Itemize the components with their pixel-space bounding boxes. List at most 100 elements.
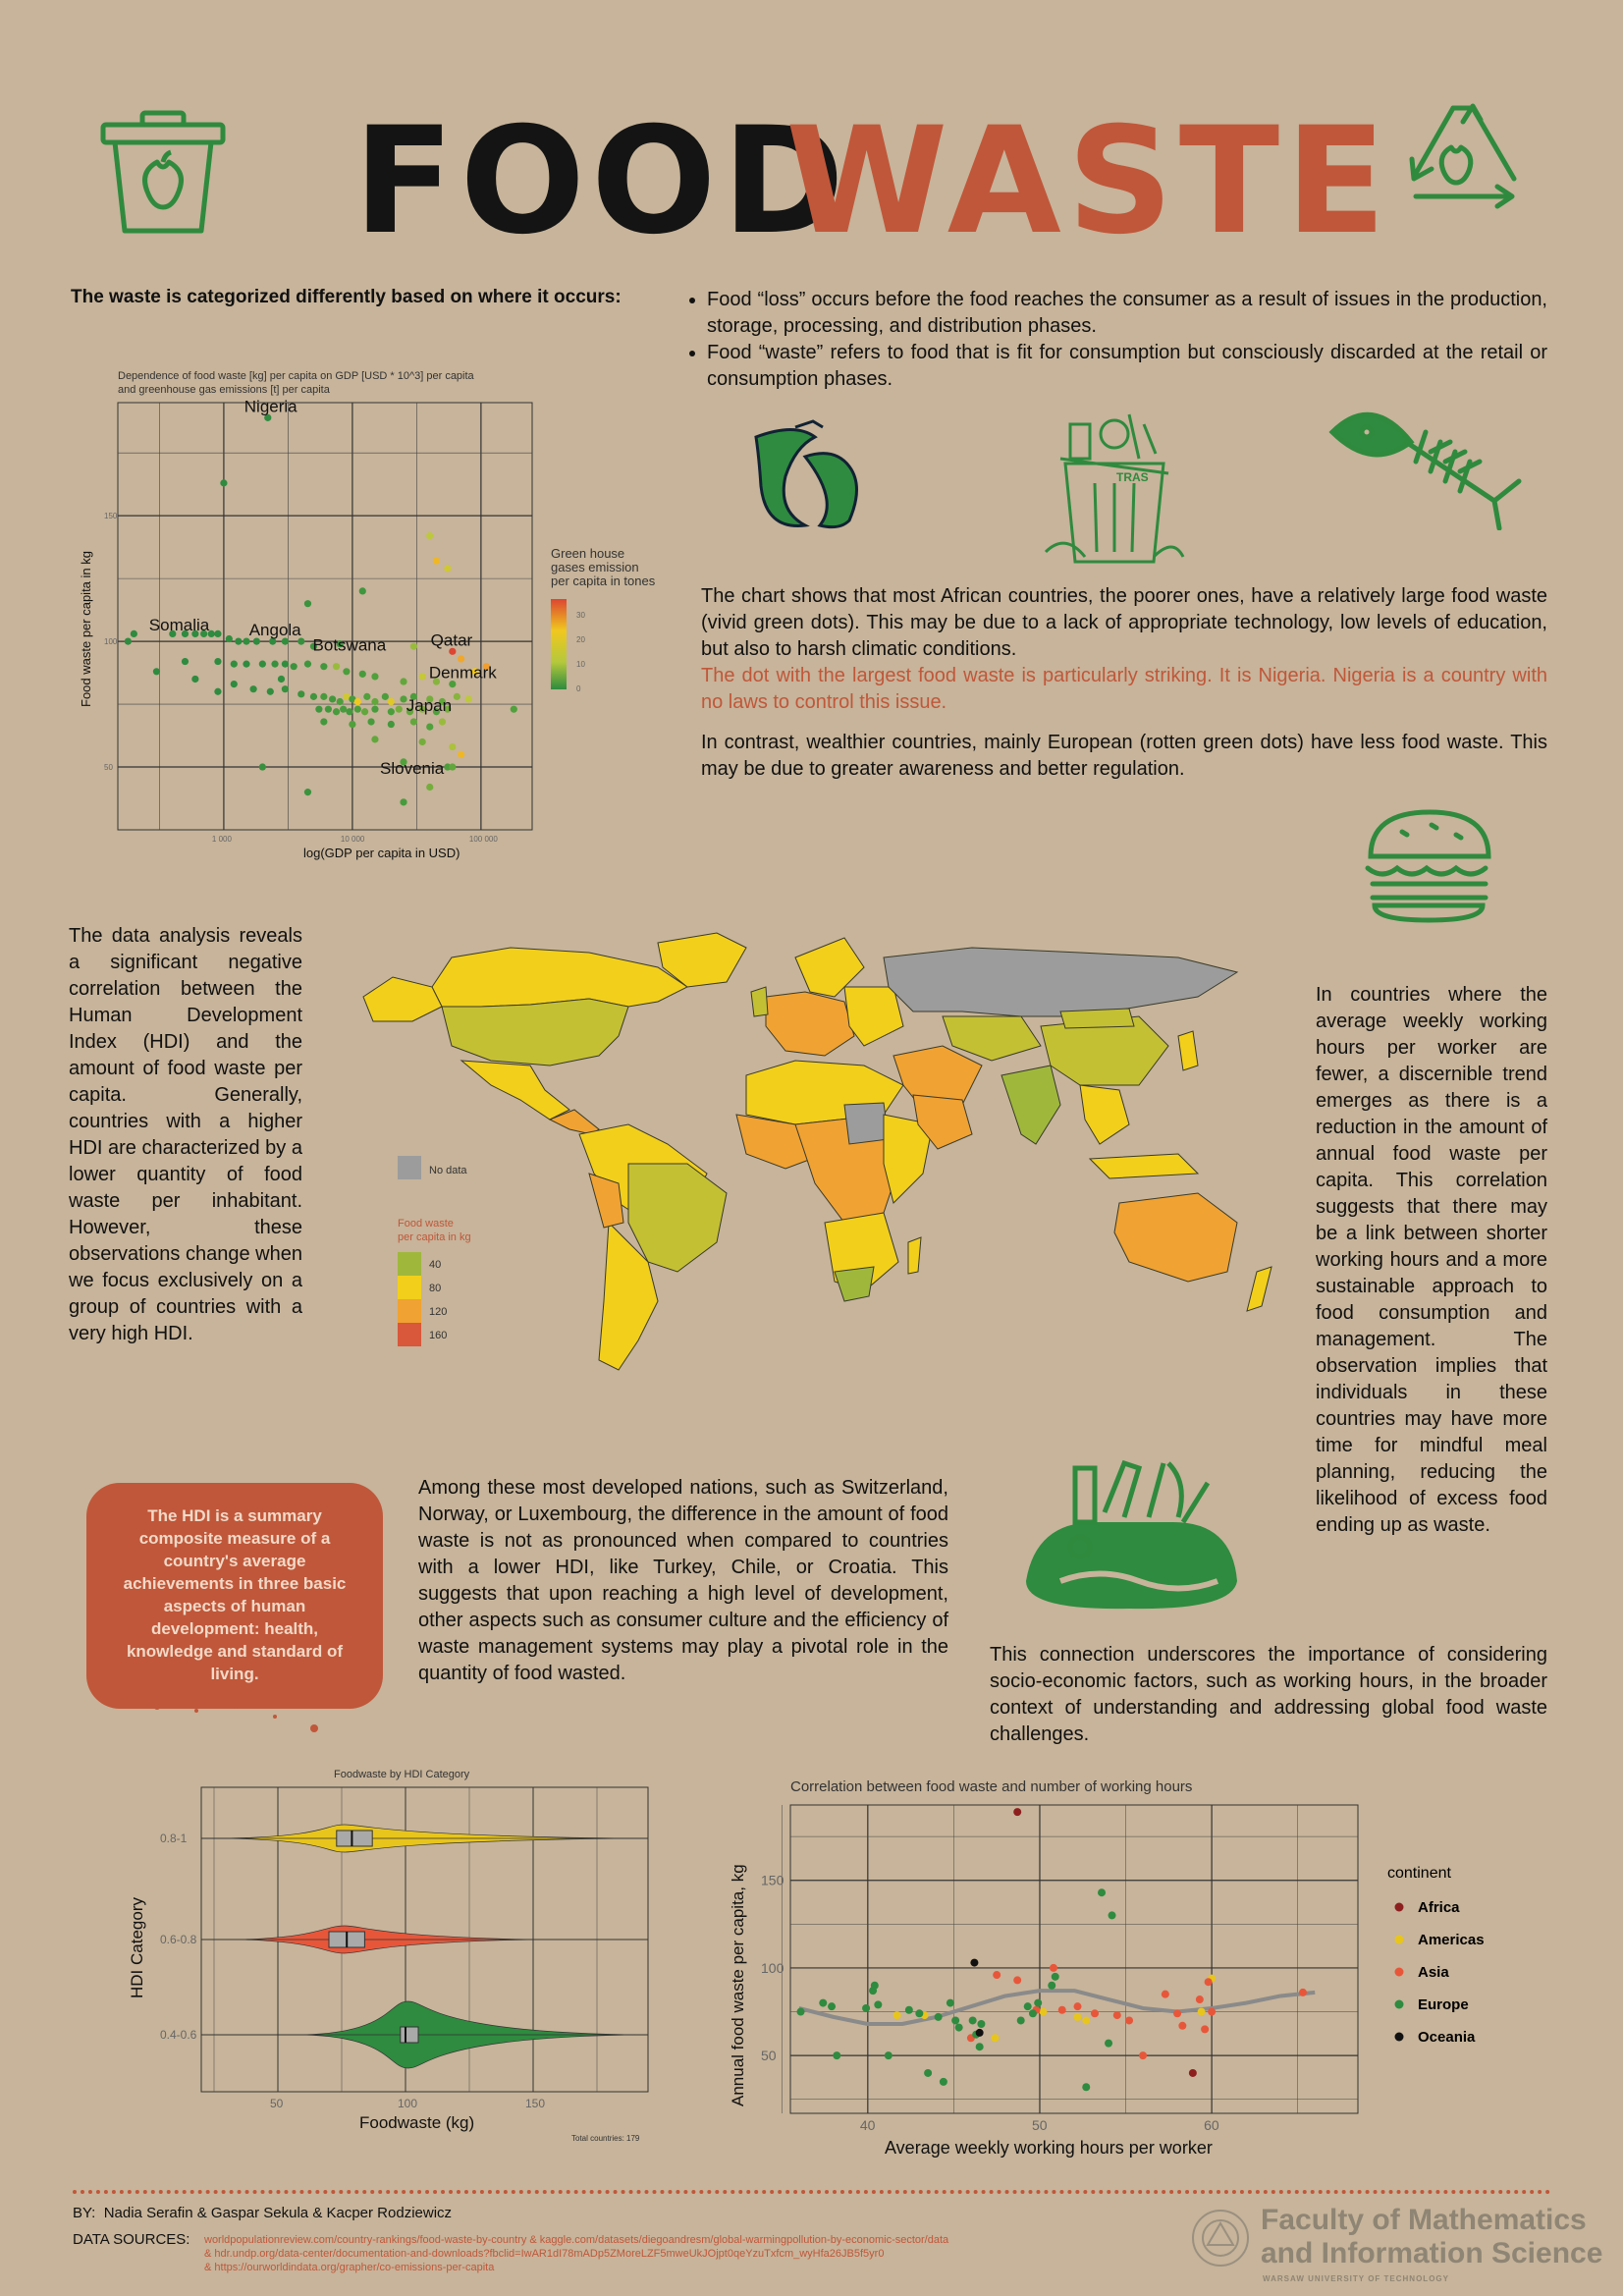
gdp-point bbox=[200, 629, 208, 638]
gdp-point bbox=[406, 708, 414, 716]
gdp-country-label: Denmark bbox=[429, 664, 497, 683]
nigeria-highlight: The dot with the largest food waste is p… bbox=[701, 665, 1547, 713]
source-link-2[interactable]: & hdr.undp.org/data-center/documentation… bbox=[204, 2248, 885, 2260]
burger-icon bbox=[1363, 807, 1495, 925]
gdp-point bbox=[309, 642, 318, 650]
gdp-point bbox=[510, 705, 517, 713]
gdp-point bbox=[315, 705, 323, 713]
gdp-chart-xlabel: log(GDP per capita in USD) bbox=[303, 846, 460, 860]
gdp-point bbox=[444, 565, 452, 573]
gdp-point bbox=[363, 692, 371, 700]
working-hours-text: In countries where the average weekly wo… bbox=[1316, 984, 1547, 1536]
hours-point-europe bbox=[1028, 2009, 1037, 2018]
source-link-1[interactable]: worldpopulationreview.com/country-rankin… bbox=[204, 2234, 949, 2246]
gdp-y-tick: 150 bbox=[104, 512, 118, 520]
gdp-point bbox=[432, 678, 441, 685]
map-legend-label: 160 bbox=[429, 1330, 447, 1341]
gdp-legend-tick: 30 bbox=[576, 611, 585, 620]
gdp-point bbox=[320, 692, 328, 700]
map-madagascar bbox=[907, 1236, 922, 1275]
gdp-point bbox=[395, 705, 403, 713]
hours-point-asia bbox=[1201, 2025, 1210, 2034]
map-mongolia bbox=[1059, 1008, 1135, 1029]
gdp-point bbox=[181, 657, 189, 666]
violin-y-tick: 0.4-0.6 bbox=[160, 2028, 197, 2042]
violin-x-tick: 150 bbox=[525, 2097, 545, 2110]
hours-point-europe bbox=[862, 2003, 871, 2012]
map-western-europe bbox=[765, 991, 855, 1057]
hours-x-tick: 40 bbox=[860, 2117, 876, 2133]
map-south-africa bbox=[834, 1266, 875, 1302]
gdp-point bbox=[400, 678, 407, 685]
gdp-point bbox=[266, 687, 274, 695]
gdp-country-label: Nigeria bbox=[244, 397, 298, 415]
hours-legend-dot bbox=[1394, 2032, 1404, 2042]
hours-point-europe bbox=[1105, 2039, 1113, 2048]
fish-skeleton-icon bbox=[1327, 403, 1524, 531]
hours-point-oceania bbox=[970, 1958, 979, 1967]
gdp-point bbox=[336, 697, 344, 706]
gdp-point bbox=[449, 742, 457, 751]
gdp-point bbox=[281, 685, 290, 693]
gdp-point bbox=[409, 642, 417, 650]
hours-point-europe bbox=[874, 2000, 883, 2009]
gdp-point bbox=[235, 637, 243, 645]
map-greenland bbox=[657, 932, 747, 988]
gdp-point bbox=[207, 629, 215, 638]
hours-y-tick: 150 bbox=[761, 1873, 784, 1888]
map-southeast-asia bbox=[1079, 1084, 1130, 1145]
gdp-point bbox=[152, 668, 161, 676]
hours-legend-title: continent bbox=[1387, 1865, 1451, 1882]
gdp-point bbox=[449, 680, 457, 688]
hours-x-tick: 60 bbox=[1204, 2117, 1219, 2133]
no-data-label: No data bbox=[429, 1165, 467, 1176]
gdp-commentary-p1: The chart shows that most African countr… bbox=[701, 585, 1547, 660]
gdp-point bbox=[332, 708, 341, 716]
gdp-point bbox=[214, 629, 222, 638]
by-label: BY: bbox=[73, 2205, 96, 2221]
hours-point-americas bbox=[1073, 2012, 1082, 2021]
gdp-y-tick: 100 bbox=[104, 637, 118, 646]
gdp-point bbox=[426, 723, 434, 731]
map-china bbox=[1040, 1015, 1169, 1086]
gdp-point bbox=[336, 640, 344, 648]
gdp-x-tick: 100 000 bbox=[469, 835, 498, 844]
hours-point-africa bbox=[1188, 2068, 1197, 2077]
hours-legend-label: Europe bbox=[1418, 1996, 1469, 2013]
source-link-3[interactable]: & https://ourworldindata.org/grapher/co-… bbox=[204, 2262, 495, 2273]
gdp-commentary-p2: In contrast, wealthier countries, mainly… bbox=[701, 732, 1547, 780]
gdp-point bbox=[130, 629, 137, 638]
gdp-legend-tick: 20 bbox=[576, 635, 585, 644]
map-sudan-nodata bbox=[843, 1102, 890, 1145]
gdp-point bbox=[438, 697, 447, 706]
hours-point-europe bbox=[833, 2051, 841, 2060]
hours-x-tick: 50 bbox=[1032, 2117, 1048, 2133]
gdp-point bbox=[457, 655, 465, 663]
map-west-africa bbox=[735, 1114, 826, 1170]
violin-chart-xlabel: Foodwaste (kg) bbox=[359, 2113, 474, 2132]
gdp-point bbox=[418, 738, 426, 746]
hours-point-asia bbox=[1125, 2016, 1134, 2025]
hours-legend-dot bbox=[1394, 1935, 1404, 1944]
hours-point-americas bbox=[1082, 2016, 1091, 2025]
gdp-point bbox=[191, 675, 199, 683]
hours-point-asia bbox=[1091, 2009, 1100, 2018]
map-australia bbox=[1113, 1192, 1238, 1283]
gdp-point bbox=[387, 708, 395, 716]
hours-point-europe bbox=[954, 2023, 963, 2032]
hours-point-americas bbox=[1039, 2007, 1048, 2016]
intro-heading: The waste is categorized differently bas… bbox=[71, 287, 622, 307]
gdp-point bbox=[349, 695, 356, 703]
hours-point-europe bbox=[796, 2007, 805, 2016]
hours-point-asia bbox=[1161, 1990, 1169, 1998]
hours-point-asia bbox=[1139, 2051, 1148, 2060]
violin-y-tick: 0.6-0.8 bbox=[160, 1933, 197, 1946]
paint-splatter bbox=[137, 1699, 334, 1738]
footer-divider bbox=[73, 2190, 1551, 2194]
gdp-point bbox=[358, 670, 366, 678]
hours-point-asia bbox=[1204, 1978, 1213, 1987]
university-logo bbox=[1190, 2208, 1251, 2269]
gdp-point bbox=[371, 705, 379, 713]
gdp-point bbox=[303, 600, 312, 608]
gdp-point bbox=[418, 705, 426, 713]
